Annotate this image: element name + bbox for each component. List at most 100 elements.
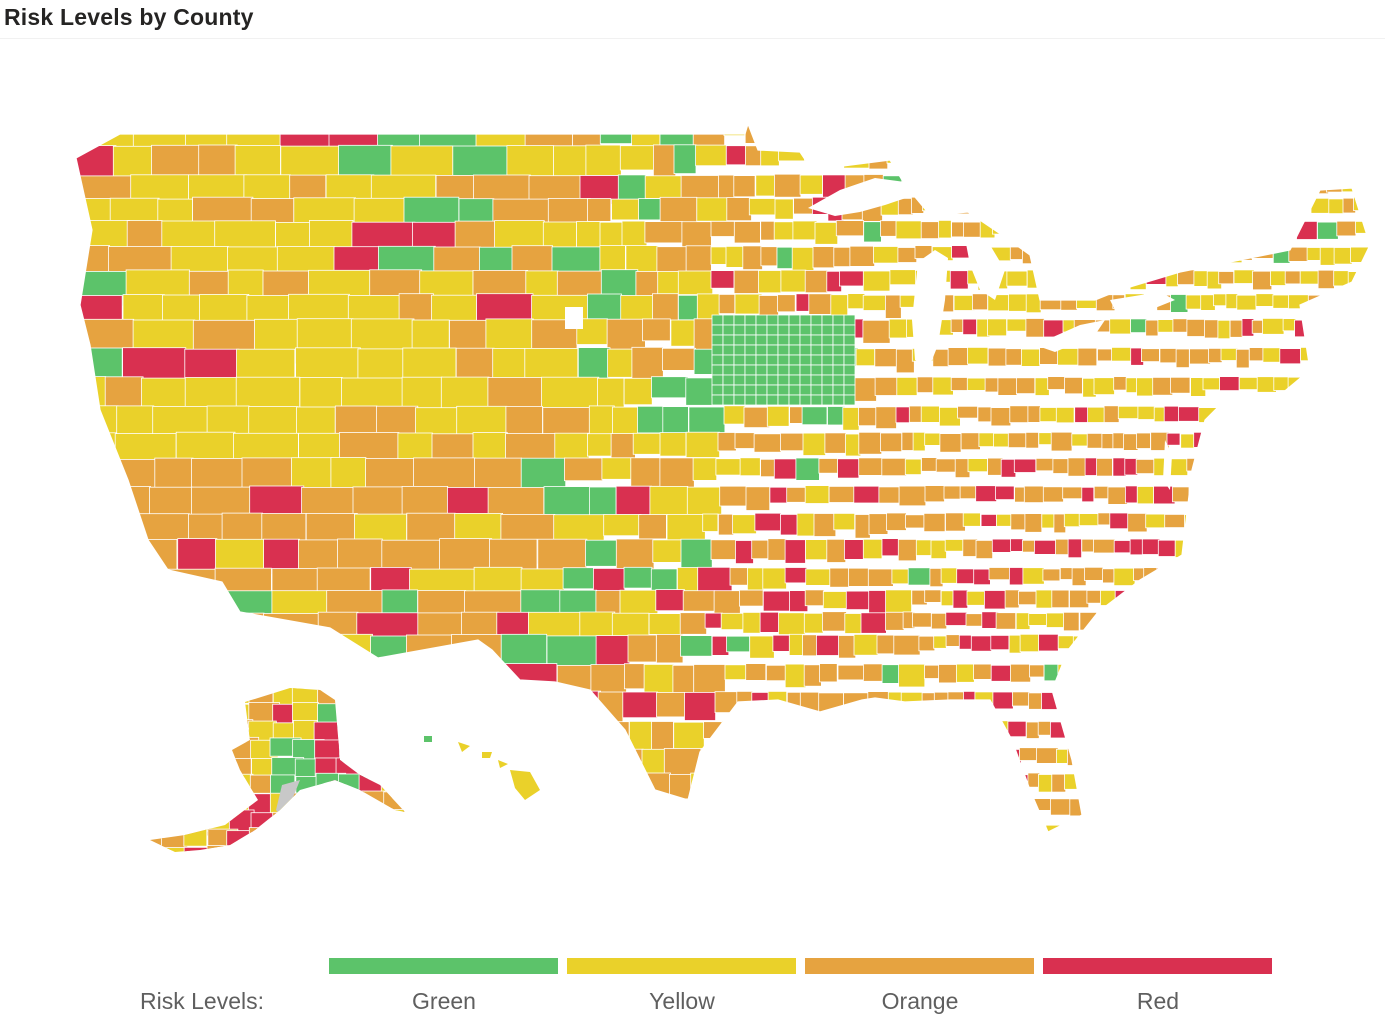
county-cell[interactable]	[1226, 664, 1246, 680]
county-cell-iowa[interactable]	[777, 354, 790, 366]
county-cell-iowa[interactable]	[755, 334, 768, 346]
county-cell[interactable]	[1087, 747, 1101, 764]
county-cell[interactable]	[577, 347, 611, 379]
county-cell[interactable]	[1028, 692, 1043, 710]
county-cell[interactable]	[721, 720, 739, 743]
county-cell[interactable]	[995, 485, 1015, 501]
county-cell[interactable]	[1010, 197, 1026, 214]
county-cell[interactable]	[710, 270, 735, 289]
county-cell[interactable]	[1041, 144, 1061, 163]
borough-cell-alaska[interactable]	[292, 809, 321, 834]
county-cell-iowa[interactable]	[766, 344, 779, 356]
county-cell[interactable]	[1153, 485, 1176, 505]
county-cell[interactable]	[1363, 824, 1377, 841]
county-cell[interactable]	[148, 721, 188, 763]
county-cell[interactable]	[1262, 221, 1283, 239]
county-cell[interactable]	[1270, 270, 1287, 286]
county-cell[interactable]	[1166, 691, 1183, 705]
county-cell[interactable]	[1274, 663, 1292, 681]
county-cell[interactable]	[70, 664, 117, 720]
county-cell[interactable]	[1099, 221, 1117, 238]
county-cell[interactable]	[1252, 270, 1273, 291]
county-cell[interactable]	[1006, 318, 1029, 332]
county-cell[interactable]	[1240, 173, 1256, 189]
county-cell[interactable]	[1235, 457, 1250, 473]
county-cell[interactable]	[1093, 175, 1114, 191]
county-cell-iowa[interactable]	[722, 354, 735, 366]
county-cell[interactable]	[1370, 849, 1385, 866]
county-cell[interactable]	[1348, 406, 1364, 422]
county-cell[interactable]	[69, 512, 130, 559]
county-cell[interactable]	[902, 749, 920, 768]
county-cell[interactable]	[543, 720, 577, 743]
county-cell[interactable]	[1181, 664, 1196, 684]
county-cell-iowa[interactable]	[788, 334, 801, 346]
county-cell[interactable]	[1161, 748, 1180, 764]
county-cell[interactable]	[103, 849, 141, 889]
county-cell[interactable]	[1092, 145, 1114, 160]
county-cell[interactable]	[1282, 433, 1303, 448]
county-cell[interactable]	[1125, 824, 1146, 837]
county-cell[interactable]	[994, 174, 1014, 191]
county-cell[interactable]	[177, 691, 221, 741]
county-cell[interactable]	[1102, 568, 1116, 584]
county-cell[interactable]	[718, 293, 736, 314]
county-cell[interactable]	[1098, 749, 1119, 763]
county-cell[interactable]	[1201, 457, 1220, 471]
county-cell[interactable]	[153, 568, 219, 620]
county-cell[interactable]	[813, 513, 837, 537]
county-cell[interactable]	[997, 377, 1018, 396]
county-cell[interactable]	[637, 796, 675, 820]
borough-cell-alaska[interactable]	[402, 701, 427, 724]
county-cell[interactable]	[778, 612, 806, 635]
county-cell[interactable]	[1101, 119, 1119, 138]
county-cell[interactable]	[760, 458, 777, 478]
county-cell-iowa[interactable]	[788, 344, 801, 356]
county-cell[interactable]	[1112, 432, 1126, 449]
county-cell[interactable]	[1359, 514, 1378, 533]
county-cell[interactable]	[677, 824, 710, 853]
borough-cell-alaska[interactable]	[314, 828, 346, 851]
county-cell[interactable]	[679, 612, 708, 635]
county-cell[interactable]	[1175, 348, 1190, 369]
county-cell[interactable]	[715, 458, 743, 476]
county-cell[interactable]	[1284, 120, 1298, 138]
county-cell[interactable]	[1204, 319, 1220, 339]
county-cell[interactable]	[978, 144, 999, 160]
county-cell-iowa[interactable]	[821, 394, 834, 406]
county-cell[interactable]	[1233, 612, 1254, 630]
county-cell[interactable]	[1145, 270, 1168, 285]
borough-cell-alaska[interactable]	[227, 847, 253, 871]
borough-cell-alaska[interactable]	[163, 737, 196, 764]
county-cell[interactable]	[1042, 269, 1056, 287]
county-cell[interactable]	[881, 457, 907, 477]
county-cell[interactable]	[871, 720, 893, 739]
county-cell[interactable]	[1206, 589, 1225, 609]
county-cell[interactable]	[733, 221, 761, 244]
county-cell[interactable]	[710, 220, 737, 237]
borough-cell-alaska[interactable]	[249, 774, 274, 794]
county-cell[interactable]	[1070, 721, 1091, 742]
county-cell[interactable]	[1208, 347, 1223, 363]
county-cell[interactable]	[1287, 590, 1300, 609]
county-cell[interactable]	[956, 663, 975, 683]
county-cell[interactable]	[167, 589, 227, 628]
county-cell[interactable]	[1204, 246, 1224, 260]
county-cell[interactable]	[1157, 539, 1176, 557]
county-cell[interactable]	[1206, 663, 1229, 680]
county-cell[interactable]	[638, 198, 662, 221]
county-cell[interactable]	[1196, 145, 1219, 165]
county-cell[interactable]	[1217, 458, 1239, 475]
borough-cell-alaska[interactable]	[141, 847, 167, 871]
county-cell[interactable]	[945, 611, 968, 626]
county-cell[interactable]	[941, 721, 965, 735]
county-cell[interactable]	[1245, 221, 1264, 238]
county-cell[interactable]	[1088, 245, 1104, 264]
county-cell[interactable]	[992, 220, 1014, 235]
county-cell[interactable]	[1083, 797, 1102, 811]
county-cell[interactable]	[1160, 823, 1183, 839]
county-cell-iowa[interactable]	[799, 394, 812, 406]
county-cell-iowa[interactable]	[733, 394, 746, 406]
county-cell[interactable]	[818, 798, 847, 818]
county-cell-iowa[interactable]	[777, 344, 790, 356]
